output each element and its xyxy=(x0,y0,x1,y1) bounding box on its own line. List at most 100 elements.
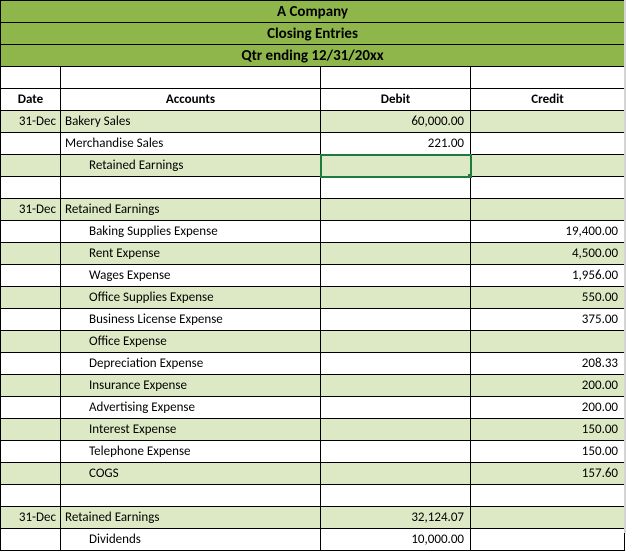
account-cell[interactable]: Wages Expense xyxy=(61,265,321,287)
table-row: Office Expense xyxy=(1,331,625,353)
debit-cell[interactable]: 32,124.07 xyxy=(321,507,471,529)
debit-cell[interactable] xyxy=(321,375,471,397)
date-cell[interactable] xyxy=(1,375,61,397)
column-header-row: Date Accounts Debit Credit xyxy=(1,89,625,111)
debit-cell[interactable]: 60,000.00 xyxy=(321,111,471,133)
account-cell[interactable]: Rent Expense xyxy=(61,243,321,265)
date-cell[interactable] xyxy=(1,265,61,287)
table-row: 31-DecRetained Earnings xyxy=(1,199,625,221)
account-cell[interactable]: Baking Supplies Expense xyxy=(61,221,321,243)
debit-cell[interactable] xyxy=(321,419,471,441)
date-cell[interactable] xyxy=(1,397,61,419)
date-cell[interactable] xyxy=(1,287,61,309)
debit-cell[interactable]: 10,000.00 xyxy=(321,529,471,551)
credit-cell[interactable]: 375.00 xyxy=(471,309,625,331)
date-cell[interactable] xyxy=(1,331,61,353)
date-cell[interactable] xyxy=(1,243,61,265)
credit-cell[interactable]: 157.60 xyxy=(471,463,625,485)
table-row: Interest Expense 150.00 xyxy=(1,419,625,441)
date-cell[interactable] xyxy=(1,309,61,331)
account-cell[interactable]: Merchandise Sales xyxy=(61,133,321,155)
col-header-credit: Credit xyxy=(471,89,625,111)
debit-cell[interactable] xyxy=(321,353,471,375)
table-row: Baking Supplies Expense 19,400.00 xyxy=(1,221,625,243)
date-cell[interactable] xyxy=(1,419,61,441)
account-cell[interactable]: Dividends xyxy=(61,529,321,551)
credit-cell[interactable]: 200.00 xyxy=(471,397,625,419)
account-cell[interactable]: Office Supplies Expense xyxy=(61,287,321,309)
credit-cell[interactable] xyxy=(471,111,625,133)
table-row: Office Supplies Expense 550.00 xyxy=(1,287,625,309)
col-header-accounts: Accounts xyxy=(61,89,321,111)
account-cell[interactable]: Insurance Expense xyxy=(61,375,321,397)
debit-cell[interactable] xyxy=(321,463,471,485)
credit-cell[interactable]: 200.00 xyxy=(471,375,625,397)
table-row: Insurance Expense 200.00 xyxy=(1,375,625,397)
date-cell[interactable] xyxy=(1,221,61,243)
date-cell[interactable] xyxy=(1,485,61,507)
credit-cell[interactable]: 150.00 xyxy=(471,441,625,463)
account-cell[interactable]: Telephone Expense xyxy=(61,441,321,463)
title-row-2: Closing Entries xyxy=(1,23,625,45)
account-cell[interactable]: Retained Earnings xyxy=(61,155,321,177)
date-cell[interactable] xyxy=(1,155,61,177)
account-cell[interactable]: Retained Earnings xyxy=(61,507,321,529)
date-cell[interactable] xyxy=(1,441,61,463)
spreadsheet-view: A Company Closing Entries Qtr ending 12/… xyxy=(0,0,644,533)
period-title: Qtr ending 12/31/20xx xyxy=(1,45,625,67)
debit-cell[interactable] xyxy=(321,441,471,463)
date-cell[interactable]: 31-Dec xyxy=(1,111,61,133)
debit-cell[interactable] xyxy=(321,287,471,309)
date-cell[interactable] xyxy=(1,133,61,155)
credit-cell[interactable]: 1,956.00 xyxy=(471,265,625,287)
account-cell[interactable]: Depreciation Expense xyxy=(61,353,321,375)
account-cell[interactable]: COGS xyxy=(61,463,321,485)
date-cell[interactable]: 31-Dec xyxy=(1,507,61,529)
debit-cell[interactable] xyxy=(321,485,471,507)
account-cell[interactable]: Advertising Expense xyxy=(61,397,321,419)
table-row: Depreciation Expense 208.33 xyxy=(1,353,625,375)
account-cell[interactable]: Bakery Sales xyxy=(61,111,321,133)
credit-cell[interactable] xyxy=(471,529,625,551)
date-cell[interactable]: 31-Dec xyxy=(1,199,61,221)
account-cell[interactable]: Business License Expense xyxy=(61,309,321,331)
credit-cell[interactable]: 150.00 xyxy=(471,419,625,441)
credit-cell[interactable] xyxy=(471,133,625,155)
credit-cell[interactable] xyxy=(471,507,625,529)
credit-cell[interactable] xyxy=(471,199,625,221)
table-row: Merchandise Sales221.00 xyxy=(1,133,625,155)
date-cell[interactable] xyxy=(1,463,61,485)
debit-cell[interactable] xyxy=(321,265,471,287)
credit-cell[interactable]: 19,400.00 xyxy=(471,221,625,243)
debit-cell[interactable] xyxy=(321,397,471,419)
extra-grid-columns xyxy=(624,0,644,533)
debit-cell[interactable] xyxy=(321,155,471,177)
debit-cell[interactable] xyxy=(321,177,471,199)
account-cell[interactable] xyxy=(61,177,321,199)
debit-cell[interactable] xyxy=(321,221,471,243)
date-cell[interactable] xyxy=(1,529,61,551)
date-cell[interactable] xyxy=(1,177,61,199)
debit-cell[interactable] xyxy=(321,331,471,353)
credit-cell[interactable]: 550.00 xyxy=(471,287,625,309)
credit-cell[interactable]: 208.33 xyxy=(471,353,625,375)
credit-cell[interactable] xyxy=(471,177,625,199)
account-cell[interactable] xyxy=(61,485,321,507)
title-row-1: A Company xyxy=(1,1,625,23)
table-row: COGS 157.60 xyxy=(1,463,625,485)
closing-entries-table: A Company Closing Entries Qtr ending 12/… xyxy=(0,0,625,551)
report-title: Closing Entries xyxy=(1,23,625,45)
debit-cell[interactable] xyxy=(321,199,471,221)
account-cell[interactable]: Office Expense xyxy=(61,331,321,353)
credit-cell[interactable] xyxy=(471,331,625,353)
debit-cell[interactable] xyxy=(321,243,471,265)
credit-cell[interactable] xyxy=(471,155,625,177)
debit-cell[interactable] xyxy=(321,309,471,331)
date-cell[interactable] xyxy=(1,353,61,375)
debit-cell[interactable]: 221.00 xyxy=(321,133,471,155)
account-cell[interactable]: Retained Earnings xyxy=(61,199,321,221)
account-cell[interactable]: Interest Expense xyxy=(61,419,321,441)
credit-cell[interactable]: 4,500.00 xyxy=(471,243,625,265)
col-header-debit: Debit xyxy=(321,89,471,111)
credit-cell[interactable] xyxy=(471,485,625,507)
